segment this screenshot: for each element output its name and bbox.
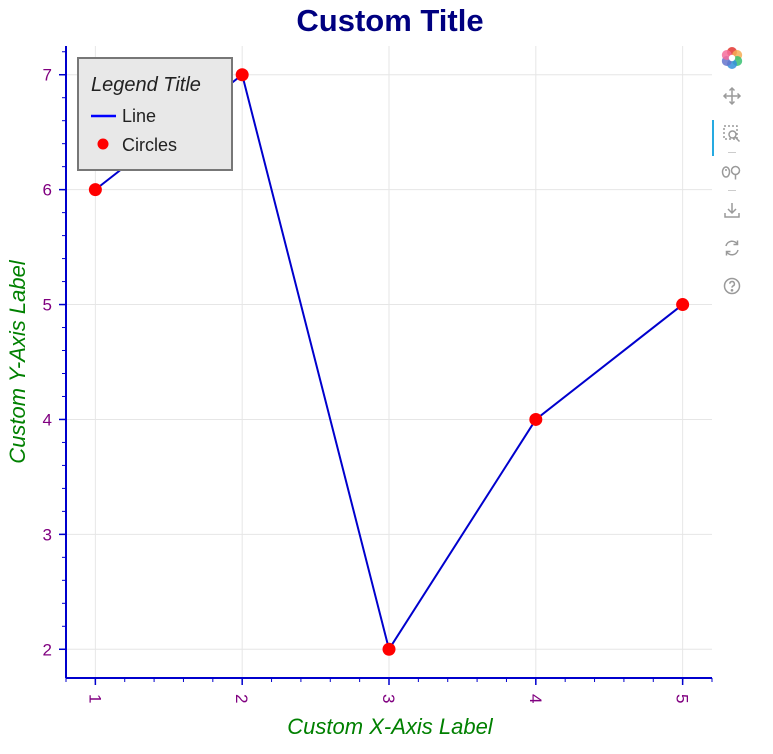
toolbar <box>712 42 748 302</box>
box-zoom-icon[interactable] <box>720 122 744 146</box>
toolbar-separator <box>728 190 736 191</box>
toolbar-separator <box>728 152 736 153</box>
legend-box <box>77 57 233 171</box>
legend-item-circles: Circles <box>122 135 177 155</box>
save-icon[interactable] <box>720 198 744 222</box>
y-tick-label: 2 <box>43 640 52 659</box>
wheel-zoom-icon[interactable] <box>720 160 744 184</box>
data-point <box>235 68 249 82</box>
x-axis-label: Custom X-Axis Label <box>287 714 494 739</box>
data-point <box>382 642 396 656</box>
reset-icon[interactable] <box>720 236 744 260</box>
data-point <box>676 298 690 312</box>
y-tick-label: 6 <box>43 181 52 200</box>
y-tick-label: 3 <box>43 525 52 544</box>
y-tick-label: 5 <box>43 296 52 315</box>
legend[interactable]: Legend Title Line Circles <box>77 57 233 171</box>
x-tick-label: 4 <box>526 694 545 703</box>
chart-title: Custom Title <box>296 3 483 38</box>
data-point <box>529 412 543 426</box>
x-tick-label: 1 <box>85 694 104 703</box>
bokeh-logo-icon[interactable] <box>720 46 744 70</box>
legend-title: Legend Title <box>91 74 201 96</box>
legend-circle-swatch <box>97 138 109 150</box>
active-tool-indicator <box>712 120 714 156</box>
x-tick-label: 2 <box>232 694 251 703</box>
y-axis-label: Custom Y-Axis Label <box>5 259 30 463</box>
y-tick-label: 4 <box>43 410 52 429</box>
data-point <box>88 183 102 197</box>
ticks: 1 2 3 4 5 2 3 4 5 6 7 <box>43 51 713 703</box>
x-tick-label: 5 <box>673 694 692 703</box>
y-tick-label: 7 <box>43 66 52 85</box>
legend-item-line: Line <box>122 106 156 126</box>
pan-icon[interactable] <box>720 84 744 108</box>
help-icon[interactable] <box>720 274 744 298</box>
x-tick-label: 3 <box>379 694 398 703</box>
